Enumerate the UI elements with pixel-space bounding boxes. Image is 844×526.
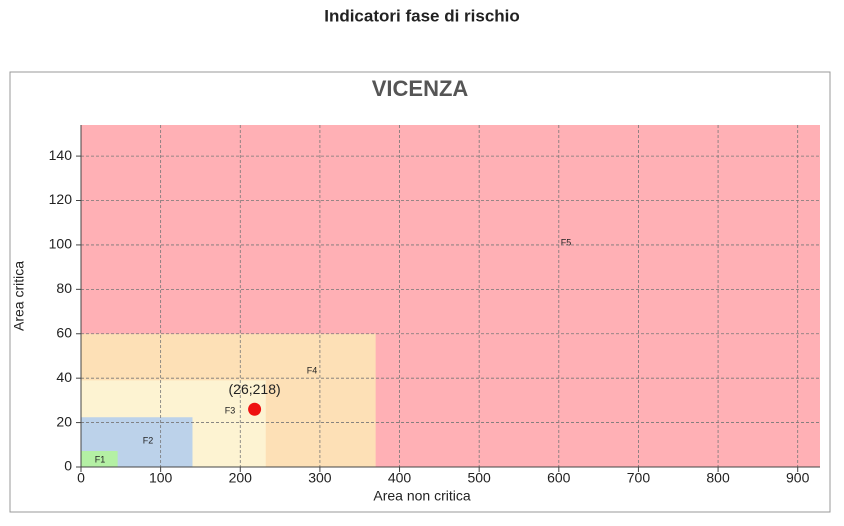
y-tick-label: 120 <box>49 191 73 207</box>
zone-label: F2 <box>143 435 154 445</box>
data-point <box>248 402 262 416</box>
y-tick-label: 80 <box>56 280 72 296</box>
zone-label: F1 <box>95 454 106 464</box>
x-tick-label: 0 <box>77 470 85 486</box>
y-tick-label: 140 <box>49 147 73 163</box>
y-tick-label: 20 <box>56 413 72 429</box>
x-tick-label: 600 <box>547 470 571 486</box>
x-tick-label: 800 <box>706 470 730 486</box>
y-tick-label: 100 <box>49 236 73 252</box>
page-title: Indicatori fase di rischio <box>324 6 520 25</box>
x-tick-label: 700 <box>627 470 651 486</box>
x-tick-label: 100 <box>149 470 173 486</box>
zone-label: F5 <box>561 237 572 247</box>
y-tick-label: 0 <box>64 458 72 474</box>
y-axis-label: Area critica <box>11 261 27 331</box>
zone-label: F4 <box>307 365 318 375</box>
y-tick-label: 40 <box>56 369 72 385</box>
chart-title: VICENZA <box>372 76 469 101</box>
data-label: (26;218) <box>229 381 281 397</box>
x-tick-label: 400 <box>388 470 412 486</box>
risk-zone <box>81 451 118 467</box>
x-tick-label: 200 <box>229 470 253 486</box>
x-tick-label: 500 <box>467 470 491 486</box>
x-tick-label: 900 <box>786 470 810 486</box>
y-tick-label: 60 <box>56 324 72 340</box>
x-tick-label: 300 <box>308 470 332 486</box>
x-axis-label: Area non critica <box>373 488 470 504</box>
zone-label: F3 <box>225 405 236 415</box>
